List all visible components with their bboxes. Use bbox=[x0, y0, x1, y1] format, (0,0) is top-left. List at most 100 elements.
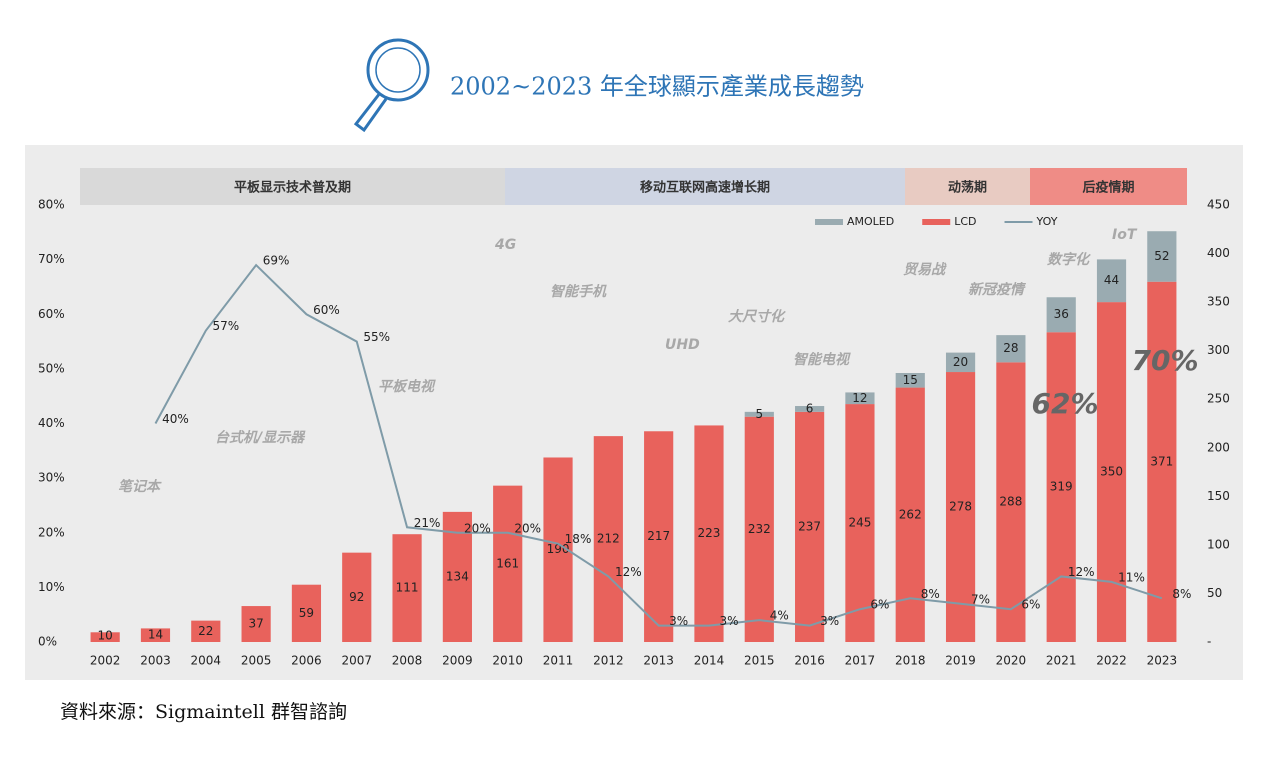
bar-segment bbox=[895, 373, 925, 388]
bar-segment bbox=[291, 584, 322, 642]
bar-value-label: 52 bbox=[1154, 249, 1169, 263]
legend-label: LCD bbox=[954, 215, 976, 228]
y-tick-label: 30% bbox=[38, 471, 65, 485]
background-word: 数字化 bbox=[1047, 251, 1091, 268]
yoy-line bbox=[154, 263, 1163, 627]
search-icon bbox=[353, 38, 430, 133]
x-tick-label: 2017 bbox=[845, 654, 876, 668]
bar-value-label: 28 bbox=[1003, 341, 1018, 355]
x-tick-label: 2020 bbox=[996, 654, 1027, 668]
bar-segment bbox=[1046, 332, 1076, 642]
y2-tick-label: 450 bbox=[1207, 198, 1230, 212]
yoy-label: 55% bbox=[363, 330, 390, 344]
yoy-label: 12% bbox=[615, 565, 642, 579]
bar-segment bbox=[996, 335, 1026, 363]
y2-tick-label: 100 bbox=[1207, 537, 1230, 551]
annotation: 70% bbox=[1131, 344, 1198, 377]
x-tick-label: 2009 bbox=[442, 654, 473, 668]
y-tick-label: 10% bbox=[38, 580, 65, 594]
y-tick-label: 60% bbox=[38, 307, 65, 321]
x-tick-label: 2006 bbox=[291, 654, 322, 668]
x-tick-label: 2013 bbox=[643, 654, 674, 668]
bar-segment bbox=[845, 392, 875, 405]
background-word: IoT bbox=[1112, 227, 1138, 243]
x-tick-label: 2007 bbox=[341, 654, 372, 668]
x-tick-label: 2016 bbox=[794, 654, 825, 668]
legend-label: YOY bbox=[1036, 215, 1058, 228]
background-word: 新冠疫情 bbox=[968, 281, 1027, 298]
background-word: 贸易战 bbox=[903, 261, 947, 278]
background-word: 台式机/显示器 bbox=[215, 429, 306, 446]
period-label: 平板显示技术普及期 bbox=[234, 180, 351, 196]
bar-value-label: 232 bbox=[748, 522, 771, 536]
x-tick-label: 2021 bbox=[1046, 654, 1077, 668]
bar-segment bbox=[342, 552, 372, 642]
source-note: 資料來源：Sigmaintell 群智諮詢 bbox=[60, 701, 347, 723]
y-tick-label: 40% bbox=[38, 416, 65, 430]
background-word: 智能手机 bbox=[550, 283, 607, 300]
background-word: 平板电视 bbox=[378, 378, 436, 395]
y-tick-label: 70% bbox=[38, 252, 65, 266]
bar-segment bbox=[694, 425, 724, 642]
period-band bbox=[80, 168, 505, 205]
y2-tick-label: 400 bbox=[1207, 246, 1230, 260]
bar-segment bbox=[1147, 281, 1177, 642]
yoy-label: 6% bbox=[870, 598, 889, 612]
yoy-label: 4% bbox=[770, 609, 789, 623]
chart-title: 2002~2023 年全球顯示產業成長趨勢 bbox=[450, 73, 864, 101]
y2-tick-label: 350 bbox=[1207, 295, 1230, 309]
bar-segment bbox=[392, 534, 422, 642]
yoy-label: 69% bbox=[263, 254, 290, 268]
bar-value-label: 161 bbox=[496, 556, 519, 570]
period-label: 动荡期 bbox=[948, 180, 987, 196]
yoy-label: 18% bbox=[565, 532, 592, 546]
bar-value-label: 278 bbox=[949, 500, 972, 514]
y2-tick-label: 150 bbox=[1207, 489, 1230, 503]
bar-segment bbox=[945, 352, 976, 373]
x-tick-label: 2002 bbox=[90, 654, 121, 668]
bar-segment bbox=[191, 620, 221, 642]
bar-segment bbox=[90, 632, 120, 642]
bar-value-label: 134 bbox=[446, 569, 469, 583]
yoy-label: 11% bbox=[1118, 570, 1145, 584]
period-label: 移动互联网高速增长期 bbox=[640, 180, 770, 196]
bar-value-label: 59 bbox=[299, 606, 314, 620]
y2-tick-label: 200 bbox=[1207, 440, 1230, 454]
bar-value-label: 20 bbox=[953, 355, 968, 369]
yoy-label: 21% bbox=[414, 516, 441, 530]
x-tick-label: 2010 bbox=[492, 654, 523, 668]
yoy-label: 8% bbox=[1172, 587, 1191, 601]
period-band bbox=[505, 168, 905, 205]
bar-value-label: 223 bbox=[698, 526, 721, 540]
yoy-label: 60% bbox=[313, 303, 340, 317]
period-band bbox=[1030, 168, 1187, 205]
bar-value-label: 44 bbox=[1104, 273, 1119, 287]
period-band bbox=[905, 168, 1030, 205]
period-label: 后疫情期 bbox=[1082, 180, 1134, 196]
bar-segment bbox=[795, 411, 825, 642]
bar-segment bbox=[1096, 259, 1127, 303]
background-word: 笔记本 bbox=[118, 478, 162, 495]
bar-value-label: 5 bbox=[755, 407, 763, 421]
x-tick-label: 2023 bbox=[1147, 654, 1178, 668]
bar-segment bbox=[241, 606, 271, 642]
x-tick-label: 2011 bbox=[543, 654, 574, 668]
background-word: UHD bbox=[665, 337, 700, 353]
yoy-label: 3% bbox=[820, 614, 839, 628]
x-tick-label: 2022 bbox=[1096, 654, 1127, 668]
y-tick-label: 0% bbox=[38, 635, 57, 649]
bar-segment bbox=[945, 372, 976, 642]
bar-value-label: 350 bbox=[1100, 465, 1123, 479]
yoy-label: 7% bbox=[971, 592, 990, 606]
x-tick-label: 2004 bbox=[191, 654, 222, 668]
x-tick-label: 2018 bbox=[895, 654, 926, 668]
legend-label: AMOLED bbox=[847, 215, 894, 228]
background-word: 大尺寸化 bbox=[728, 308, 786, 325]
yoy-label: 57% bbox=[212, 319, 239, 333]
background-word: 智能电视 bbox=[793, 351, 851, 368]
bar-segment bbox=[744, 416, 774, 642]
bar-value-label: 262 bbox=[899, 507, 922, 521]
yoy-label: 8% bbox=[921, 587, 940, 601]
